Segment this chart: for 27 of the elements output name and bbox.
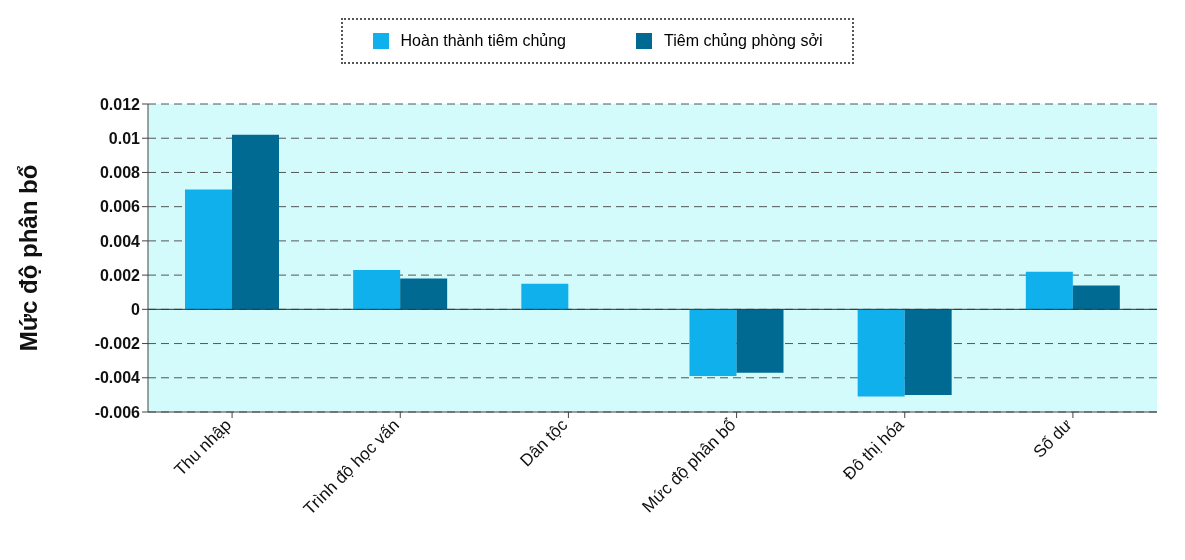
y-tick-label: 0.002 [99,266,141,284]
bar [1025,271,1073,310]
legend-label: Hoàn thành tiêm chủng [399,32,566,50]
bar [689,309,737,377]
y-tick-label: 0.008 [99,164,141,182]
bar [736,309,784,373]
bar [185,189,232,310]
y-tick-label: 0.012 [99,95,141,113]
y-tick-label: 0.01 [108,129,141,147]
y-tick-label: 0 [131,301,141,319]
y-tick-label: 0.004 [99,232,141,250]
x-tick-label: Dân tộc [516,415,572,471]
x-tick-label: Số dư [1029,415,1076,462]
legend-label: Tiêm chủng phòng sởi [663,32,823,50]
y-tick-label: -0.002 [94,335,141,353]
bar [353,269,401,310]
y-tick-label: 0.006 [99,198,141,216]
x-tick-label: Đô thị hóa [839,415,908,484]
bar [904,309,952,395]
y-tick-label: -0.004 [94,369,141,387]
bar [1072,285,1120,310]
bar [857,309,905,397]
bar [521,283,569,310]
y-axis-title: Mức độ phân bổ [14,164,42,352]
bar [232,134,279,310]
bar [400,278,448,310]
y-tick-label: -0.006 [94,403,141,421]
